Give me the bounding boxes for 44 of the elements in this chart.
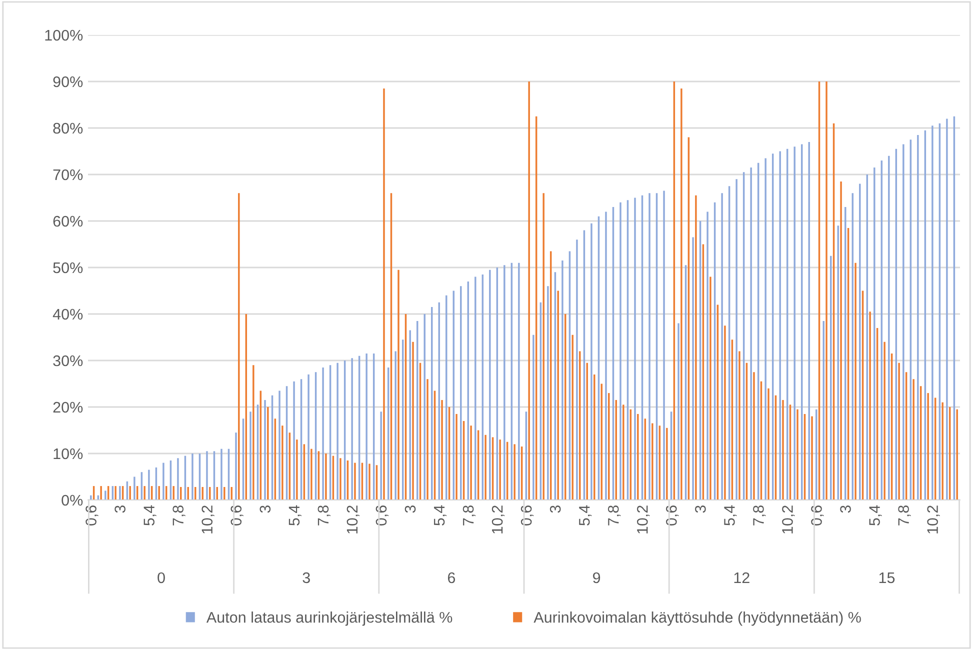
x-tick-label: 3 (260, 506, 271, 513)
y-tick-label: 70% (53, 169, 83, 180)
legend-label: Aurinkovoimalan käyttösuhde (hyödynnetään) % (534, 612, 861, 626)
x-tick-label: 0,6 (86, 506, 98, 526)
x-tick-label: 5,4 (434, 505, 446, 526)
y-tick-label: 60% (53, 216, 83, 227)
x-tick-label: 3 (840, 506, 851, 513)
x-tick-label: 10,2 (492, 506, 505, 534)
y-tick-label: 50% (53, 262, 83, 274)
x-tick-label: 5,4 (869, 505, 882, 526)
x-tick-label: 7,8 (172, 506, 186, 526)
y-tick-label: 90% (53, 76, 83, 88)
x-tick-label: 7,8 (318, 506, 330, 526)
x-tick-label: 7,8 (898, 506, 911, 526)
x-tick-label: 5,4 (724, 505, 737, 526)
text: 12 (734, 572, 750, 583)
x-tick-label: 10,2 (202, 506, 214, 534)
x-tick-label: 10,2 (782, 506, 795, 534)
x-tick-label: 3 (114, 506, 126, 513)
text: 6 (448, 572, 456, 584)
x-tick-label: 7,8 (753, 506, 766, 526)
x-tick-label: 10,2 (636, 506, 650, 534)
x-tick-label: 5,4 (579, 505, 592, 526)
x-tick-label: 3 (404, 506, 416, 513)
text: 0 (158, 572, 165, 584)
x-tick-label: 10,2 (927, 506, 940, 534)
y-tick-label: 20% (53, 402, 83, 413)
y-tick-label: 80% (53, 122, 83, 134)
text: 9 (593, 572, 600, 584)
y-tick-label: 10% (54, 448, 83, 460)
x-tick-label: 5,4 (144, 505, 156, 526)
x-tick-label: 5,4 (288, 505, 302, 526)
x-tick-label: 10,2 (346, 506, 360, 534)
text: 15 (879, 572, 895, 584)
y-tick-label: 100% (45, 30, 83, 41)
x-tick-label: 7,8 (608, 506, 621, 526)
y-tick-label: 0% (62, 494, 83, 506)
x-tick-label: 3 (695, 506, 706, 513)
x-tick-label: 7,8 (462, 506, 476, 526)
legend-label: Auton lataus aurinkojärjestelmällä % (206, 612, 452, 626)
y-tick-label: 40% (52, 308, 83, 320)
text: 3 (302, 572, 310, 584)
y-tick-label: 30% (53, 355, 83, 366)
x-tick-label: 3 (550, 506, 561, 513)
